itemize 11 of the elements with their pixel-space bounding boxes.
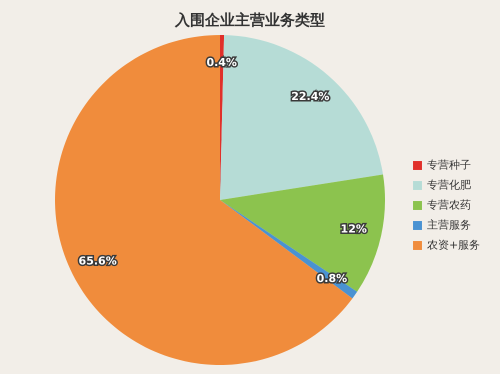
data-label: 65.6% (78, 254, 117, 268)
legend-label: 专营农药 (427, 198, 471, 212)
data-label: 12% (340, 222, 367, 236)
legend-label: 农资+服务 (427, 238, 480, 252)
legend-label: 专营种子 (427, 158, 471, 172)
chart-title: 入围企业主营业务类型 (174, 11, 325, 29)
data-label: 0.8% (316, 272, 348, 285)
legend-label: 专营化肥 (427, 178, 471, 192)
pie-slice (220, 174, 385, 292)
data-label: 22.4% (291, 90, 330, 104)
legend-label: 主营服务 (427, 218, 471, 232)
